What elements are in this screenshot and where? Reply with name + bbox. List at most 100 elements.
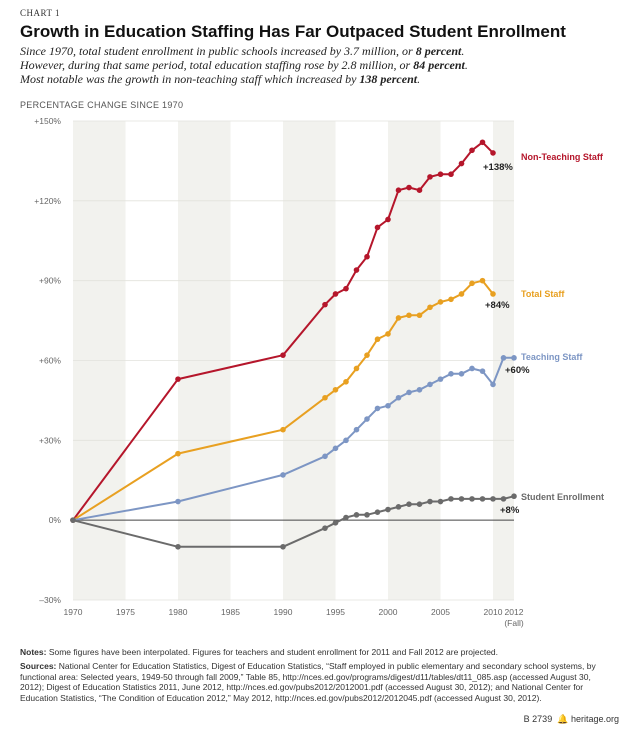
non-teaching-staff-point [448,171,454,178]
x-tick-label: 1980 [169,607,188,617]
y-tick-label: –30% [39,595,61,605]
teaching-staff-point [385,402,391,409]
student-enrollment-point [458,496,465,502]
teaching-staff-point [448,371,454,377]
y-tick-label: +30% [39,435,61,445]
subtitle-line3c: . [417,72,421,86]
x-tick-label: 2005 [431,607,450,617]
chart-sources: Sources: National Center for Education S… [20,661,610,703]
student-enrollment-point [353,512,360,518]
y-tick-label: +120% [34,196,61,206]
student-enrollment-point [385,506,391,513]
student-enrollment-point [500,496,507,502]
subtitle-line1-highlight: 8 percent [415,44,462,58]
student-enrollment-point [427,498,433,505]
total-staff-end-value: +84% [485,300,510,311]
y-tick-label: +150% [34,116,61,126]
student-enrollment-point [416,501,423,508]
non-teaching-staff-point [343,285,349,292]
student-enrollment-line [72,495,515,548]
total-staff-point [416,312,423,319]
x-tick-label: 1995 [326,607,345,617]
notes-text: Some figures have been interpolated. Fig… [46,647,499,657]
x-tick-label: 2012 [505,607,524,617]
non-teaching-staff-end-value: +138% [483,162,513,173]
non-teaching-staff-point [416,187,423,193]
student-enrollment-end-value: +8% [500,505,520,516]
total-staff-point [406,312,412,319]
teaching-staff-point [353,426,360,433]
student-enrollment-label: Student Enrollment [521,492,604,502]
student-enrollment-point [175,543,181,550]
teaching-staff-point [374,405,381,412]
y-tick-label: +90% [39,276,61,286]
subtitle-line3-highlight: 138 percent [359,72,418,86]
teaching-staff-point [280,472,286,478]
total-staff-point [175,450,181,457]
teaching-staff-point [437,376,444,382]
x-tick-label: 1970 [64,607,83,617]
site-name: heritage.org [570,714,619,724]
teaching-staff-point [511,355,517,361]
chart-title: Growth in Education Staffing Has Far Out… [20,22,566,41]
total-staff-point [437,299,444,305]
x-tick-label: 2000 [379,607,398,617]
teaching-staff-label: Teaching Staff [521,352,583,362]
teaching-staff-point [458,371,465,377]
non-teaching-staff-point [427,174,433,180]
total-staff-point [490,291,496,297]
non-teaching-staff-point [175,376,181,382]
teaching-staff-line [72,356,514,522]
teaching-staff-point [364,416,370,422]
y-tick-label: 0% [49,515,62,525]
chart-subtitle: Since 1970, total student enrollment in … [20,44,620,86]
student-enrollment-point [374,509,381,515]
bell-icon: 🔔 [557,714,569,724]
total-staff-point [427,304,433,311]
teaching-staff-point [322,453,328,460]
non-teaching-staff-point [332,291,339,297]
non-teaching-staff-label: Non-Teaching Staff [521,152,604,162]
x-tick-label: 1985 [221,607,240,617]
student-enrollment-point [479,496,486,502]
teaching-staff-point [406,389,412,396]
teaching-staff-point [490,381,496,388]
non-teaching-staff-point [353,267,360,273]
student-enrollment-point [395,504,402,510]
notes-label: Notes: [20,647,47,657]
subtitle-line2c: . [464,58,468,72]
teaching-staff-point [332,445,339,452]
sources-text: National Center for Education Statistics… [20,661,596,703]
non-teaching-staff-point [469,147,475,154]
student-enrollment-point [364,512,370,518]
total-staff-point [343,378,349,385]
total-staff-point [458,291,465,297]
x-tick-label: 1975 [116,607,135,617]
teaching-staff-point [500,355,507,361]
subtitle-line2a: However, during that same period, total … [20,58,414,72]
teaching-staff-point [395,394,402,401]
student-enrollment-point [490,496,496,502]
total-staff-point [395,315,402,321]
teaching-staff-end-value: +60% [505,365,530,376]
non-teaching-staff-point [458,160,465,167]
non-teaching-staff-point [490,150,496,156]
subtitle-line1a: Since 1970, total student enrollment in … [20,44,416,58]
non-teaching-staff-point [364,253,370,260]
student-enrollment-point [448,496,454,502]
total-staff-point [479,277,486,284]
total-staff-point [332,386,339,393]
report-credit: B 2739 🔔 heritage.org [524,714,619,725]
x-tick-label: 1990 [274,607,293,617]
non-teaching-staff-point [374,224,381,231]
chart-number-label: CHART 1 [20,8,61,18]
non-teaching-staff-point [322,301,328,308]
student-enrollment-point [511,493,517,500]
total-staff-label: Total Staff [521,289,565,299]
non-teaching-staff-point [406,184,412,191]
x-tick-label: 2010 [484,607,503,617]
non-teaching-staff-point [479,139,486,146]
sources-label: Sources: [20,661,57,671]
total-staff-point [385,331,391,337]
student-enrollment-point [322,525,328,531]
